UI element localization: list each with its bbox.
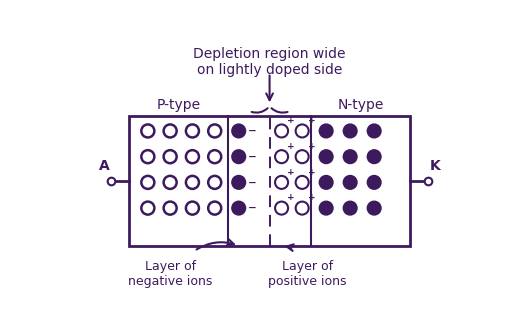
Circle shape (296, 202, 309, 215)
Circle shape (208, 176, 221, 189)
Text: −: − (248, 152, 257, 162)
Circle shape (320, 202, 332, 215)
Circle shape (186, 125, 199, 138)
Text: −: − (248, 203, 257, 213)
Circle shape (141, 176, 154, 189)
Circle shape (368, 150, 381, 163)
Text: +: + (308, 142, 316, 151)
Text: Depletion region wide
on lightly doped side: Depletion region wide on lightly doped s… (194, 47, 346, 77)
Circle shape (208, 202, 221, 215)
Text: A: A (99, 159, 109, 173)
Text: +: + (308, 116, 316, 125)
Circle shape (208, 125, 221, 138)
Text: +: + (308, 193, 316, 202)
Text: −: − (248, 177, 257, 187)
Circle shape (343, 125, 357, 138)
Circle shape (164, 202, 177, 215)
Circle shape (164, 176, 177, 189)
Circle shape (320, 176, 332, 189)
Text: +: + (308, 168, 316, 177)
Circle shape (186, 150, 199, 163)
Circle shape (232, 125, 245, 138)
Circle shape (343, 176, 357, 189)
Text: +: + (287, 193, 295, 202)
Circle shape (320, 125, 332, 138)
Circle shape (275, 125, 288, 138)
Circle shape (296, 125, 309, 138)
Circle shape (232, 202, 245, 215)
Circle shape (164, 150, 177, 163)
Circle shape (186, 176, 199, 189)
Circle shape (368, 176, 381, 189)
Circle shape (208, 150, 221, 163)
Circle shape (320, 150, 332, 163)
Circle shape (232, 176, 245, 189)
Text: +: + (287, 142, 295, 151)
Text: +: + (287, 116, 295, 125)
Text: P-type: P-type (157, 98, 201, 112)
Text: Layer of
positive ions: Layer of positive ions (268, 260, 347, 288)
Circle shape (368, 202, 381, 215)
Circle shape (275, 150, 288, 163)
Circle shape (164, 125, 177, 138)
Text: K: K (430, 159, 440, 173)
Circle shape (296, 176, 309, 189)
Circle shape (275, 176, 288, 189)
Circle shape (275, 202, 288, 215)
Circle shape (141, 150, 154, 163)
Circle shape (296, 150, 309, 163)
Bar (129, 116, 410, 246)
Circle shape (186, 202, 199, 215)
Circle shape (141, 125, 154, 138)
Text: Layer of
negative ions: Layer of negative ions (128, 260, 213, 288)
Circle shape (343, 150, 357, 163)
Circle shape (368, 125, 381, 138)
Text: −: − (248, 126, 257, 136)
Circle shape (141, 202, 154, 215)
Text: +: + (287, 168, 295, 177)
Circle shape (232, 150, 245, 163)
Circle shape (343, 202, 357, 215)
Text: N-type: N-type (337, 98, 383, 112)
